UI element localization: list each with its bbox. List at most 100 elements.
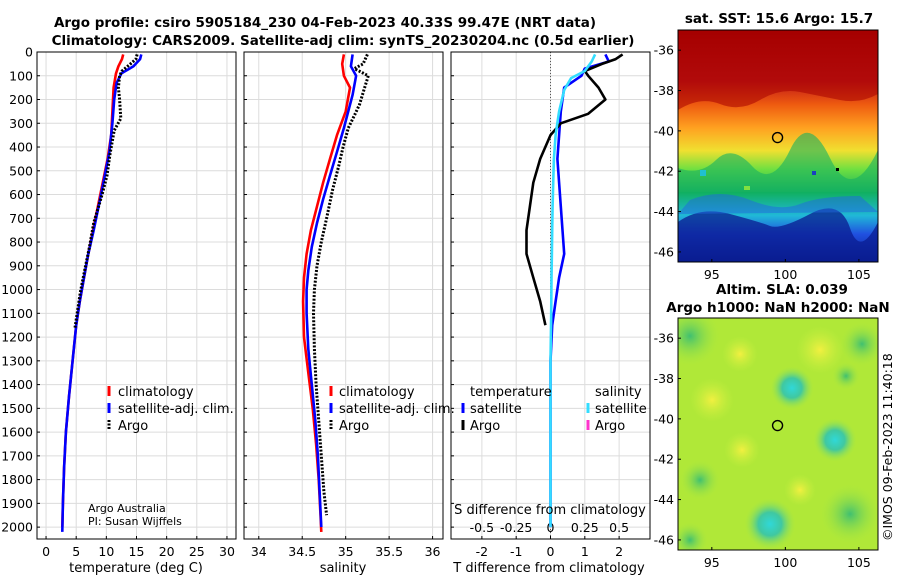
map-x-tick-label: 100: [773, 555, 797, 570]
x-tick-label: 15: [129, 544, 145, 559]
depth-tick-label: 1400: [1, 377, 33, 392]
map-x-tick-label: 105: [847, 555, 871, 570]
legend-salinity-title: salinity: [595, 385, 642, 400]
argo-location-marker: [771, 419, 784, 432]
depth-tick-label: 200: [9, 92, 33, 107]
depth-tick-label: 1000: [1, 282, 33, 297]
sla-map-panel: Altim. SLA: 0.039 Argo h1000: NaN h2000:…: [654, 282, 890, 570]
map-y-tick-label: -40: [654, 411, 674, 426]
x-tick-label: 34: [251, 544, 267, 559]
salinity-xlabel: salinity: [320, 561, 367, 576]
legend-s-satellite-label: satellite: [595, 402, 647, 417]
salinity-panel: 34 34.5 35 35.5 36 salinity climatology sate…: [243, 51, 455, 576]
t-difference-xlabel: T difference from climatology: [452, 561, 645, 576]
sla-map-title-line1: Altim. SLA: 0.039: [716, 282, 848, 298]
depth-tick-label: 400: [9, 140, 33, 155]
depth-tick-label: 1500: [1, 401, 33, 416]
temperature-grid: [37, 51, 236, 539]
depth-tick-label: 500: [9, 163, 33, 178]
temperature-series: [61, 54, 143, 532]
sla-map-ticks: 95 100 105 -36 -38 -40 -42 -44 -46: [654, 331, 871, 570]
map-x-tick-label: 105: [847, 267, 871, 282]
map-y-tick-label: -36: [654, 331, 674, 346]
map-y-tick-label: -44: [654, 204, 674, 219]
legend-t-argo-label: Argo: [470, 419, 500, 434]
map-y-tick-label: -42: [654, 164, 674, 179]
legend-argo-label: Argo: [118, 419, 148, 434]
sla-map-frame: [677, 317, 879, 551]
figure-title-line2: Climatology: CARS2009. Satellite-adj cli…: [52, 33, 635, 49]
series-argo-temperature-line: [525, 53, 624, 326]
salinity-axes-box: [243, 51, 444, 540]
s-tick-label: 0: [547, 520, 555, 535]
map-y-tick-label: -44: [654, 492, 674, 507]
x-tick-label: 5: [72, 544, 80, 559]
depth-tick-label: 800: [9, 235, 33, 250]
x-tick-label: 2: [615, 544, 623, 559]
depth-tick-label: 1200: [1, 330, 33, 345]
salinity-series: [301, 53, 370, 532]
s-tick-label: 0.5: [609, 520, 629, 535]
map-y-tick-label: -40: [654, 123, 674, 138]
depth-ticks: 0 100 200 300 400 500 600 700 800 900 1000 1100 1200…: [1, 45, 33, 535]
depth-tick-label: 1700: [1, 448, 33, 463]
salinity-legend: climatology satellite-adj. clim. Argo: [329, 385, 455, 434]
x-tick-label: 34.5: [288, 544, 316, 559]
argo-location-marker: [771, 131, 784, 144]
legend-t-satellite-label: satellite: [470, 402, 522, 417]
legend-satellite-label: satellite-adj. clim.: [339, 402, 455, 417]
sst-map-frame: [677, 29, 879, 263]
depth-tick-label: 700: [9, 211, 33, 226]
legend-argo-label: Argo: [339, 419, 369, 434]
salinity-ticks: 34 34.5 35 35.5 36: [251, 536, 441, 559]
series-climatology-line: [301, 54, 352, 532]
depth-tick-label: 2000: [1, 520, 33, 535]
series-satellite-adj-clim--line: [61, 54, 143, 532]
map-x-tick-label: 100: [773, 267, 797, 282]
map-x-tick-label: 95: [704, 267, 720, 282]
depth-tick-label: 600: [9, 187, 33, 202]
series-argo-line: [73, 54, 139, 328]
legend-climatology-label: climatology: [118, 385, 194, 400]
depth-tick-label: 1800: [1, 472, 33, 487]
salinity-grid: [244, 51, 443, 539]
x-tick-label: 35: [338, 544, 354, 559]
legend-temperature-title: temperature: [470, 385, 552, 400]
temperature-legend: climatology satellite-adj. clim. Argo: [107, 385, 234, 434]
map-y-tick-label: -42: [654, 452, 674, 467]
sla-map-title-line2: Argo h1000: NaN h2000: NaN: [666, 300, 889, 316]
series-satellite-salinity-line: [549, 53, 597, 528]
map-y-tick-label: -38: [654, 371, 674, 386]
x-tick-label: 20: [159, 544, 175, 559]
sst-map-ticks: 95 100 105 -36 -38 -40 -42 -44 -46: [654, 43, 871, 282]
sla-heatmap: [678, 318, 878, 550]
credit-line1: Argo Australia: [88, 502, 166, 515]
x-tick-label: -2: [476, 544, 488, 559]
depth-tick-label: 300: [9, 116, 33, 131]
x-tick-label: 30: [219, 544, 235, 559]
map-y-tick-label: -36: [654, 43, 674, 58]
series-argo-line: [312, 53, 370, 516]
difference-panel: -2 -1 0 1 2 -0.5 -0.25 0 0.25 0.5 S difference fr…: [450, 51, 651, 576]
x-tick-label: 35.5: [375, 544, 403, 559]
temperature-panel: 0100200300400500600700800900100011001200…: [1, 45, 237, 576]
s-difference-label: S difference from climatology: [454, 503, 646, 518]
legend-satellite-label: satellite-adj. clim.: [118, 402, 234, 417]
legend-climatology-label: climatology: [339, 385, 415, 400]
depth-tick-label: 1600: [1, 425, 33, 440]
s-tick-label: 0.25: [571, 520, 599, 535]
depth-tick-label: 1900: [1, 496, 33, 511]
x-tick-label: 36: [425, 544, 441, 559]
temperature-xlabel: temperature (deg C): [69, 561, 203, 576]
map-y-tick-label: -46: [654, 532, 674, 547]
difference-series: [525, 53, 624, 528]
series-satellite-adj-clim--line: [305, 54, 358, 528]
s-tick-label: -0.5: [470, 520, 494, 535]
legend-s-argo-label: Argo: [595, 419, 625, 434]
map-x-tick-label: 95: [704, 555, 720, 570]
sst-heatmap: [678, 30, 878, 262]
depth-tick-label: 1100: [1, 306, 33, 321]
sst-map-panel: sat. SST: 15.6 Argo: 15.7 95 100 105 -36 -38…: [654, 11, 879, 282]
imos-timestamp: ©IMOS 09-Feb-2023 11:40:18: [880, 353, 895, 541]
